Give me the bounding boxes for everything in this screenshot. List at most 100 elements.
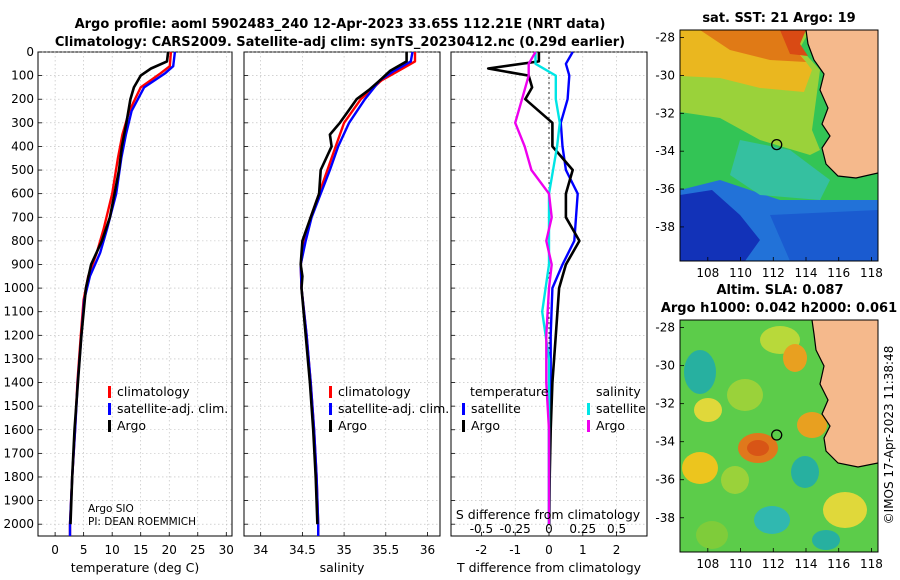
legend-climatology-swatch [329,386,332,398]
legend-argo-label: Argo [338,418,367,433]
sla-argo-location-marker [771,429,783,441]
lon-tick-label: 116 [827,557,850,571]
lat-tick-label: -34 [655,435,675,449]
depth-tick-labels: 0 100 200 300 400 500 600 700 800 900 1000 1100 1200… [3,45,34,531]
s-difference-xlabel: S difference from climatology [456,507,641,522]
lon-tick-label: 114 [795,266,818,280]
t-difference-xlabel: T difference from climatology [456,560,642,575]
lat-tick-label: -38 [655,220,675,234]
x-tick-label: 25 [190,543,205,557]
legend-s-argo-label: Argo [596,418,625,433]
lon-tick-label: 108 [696,557,719,571]
depth-tick-label: 1800 [3,470,34,484]
temperature-grid [38,51,232,536]
salinity-xticks: 34 34.5 35 35.5 36 [253,532,435,557]
series-argo [69,51,170,525]
legend-salinity-title: salinity [596,384,641,399]
legend-t-satellite-label: satellite [471,401,521,416]
legend-argo-label: Argo [117,418,146,433]
sst-map-field [680,30,878,261]
legend-t-argo-label: Argo [471,418,500,433]
legend-s-satellite-swatch [587,403,590,415]
lon-tick-label: 118 [860,266,883,280]
x-tick-label: 30 [219,543,234,557]
x-tick-label: 35 [336,543,351,557]
x-tick-label: 5 [80,543,88,557]
sst-map-panel: sat. SST: 21 Argo: 19 108 110 112 114 116 118… [655,11,883,280]
legend-satellite-label: satellite-adj. clim. [117,401,228,416]
figure-title-line2: Climatology: CARS2009. Satellite-adj cli… [55,35,625,50]
attribution-source: Argo SIO [88,503,134,515]
s-diff-tick-label: 0.25 [569,522,596,536]
salinity-difference-ticks: -0.5 -0.25 0 0.25 0.5 [470,522,626,536]
temperature-legend: climatology satellite-adj. clim. Argo [108,384,228,433]
figure-title-line1: Argo profile: aoml 5902483_240 12-Apr-20… [75,17,606,32]
legend-satellite-swatch [108,403,111,415]
difference-legend: temperature satellite Argo salinity sate… [462,384,646,433]
legend-temperature-title: temperature [470,384,549,399]
sla-lat-ticks: -28 -30 -32 -34 -36 -38 [655,321,684,525]
temperature-xlabel: temperature (deg C) [71,560,200,575]
depth-tick-label: 1300 [3,352,34,366]
x-tick-label: 2 [613,543,621,557]
lon-tick-label: 108 [696,266,719,280]
depth-tick-label: 900 [11,257,34,271]
legend-argo-swatch [329,420,332,432]
x-tick-label: 20 [162,543,177,557]
depth-tick-label: 500 [11,163,34,177]
lat-tick-label: -32 [655,106,675,120]
lat-tick-label: -34 [655,144,675,158]
sst-lon-ticks: 108 110 112 114 116 118 [696,257,883,280]
lon-tick-label: 112 [762,266,785,280]
sst-land [806,30,878,178]
depth-tick-label: 400 [11,139,34,153]
lat-tick-label: -30 [655,68,675,82]
difference-curves [486,51,581,525]
sla-map-frame [679,319,879,553]
depth-tick-label: 1100 [3,305,34,319]
legend-satellite-label: satellite-adj. clim. [338,401,449,416]
timestamp: ©IMOS 17-Apr-2023 11:38:48 [882,346,896,525]
lon-tick-label: 110 [729,266,752,280]
attribution-pi: PI: DEAN ROEMMICH [88,516,196,528]
salinity-legend: climatology satellite-adj. clim. Argo [329,384,449,433]
x-tick-label: 34.5 [289,543,316,557]
sst-argo-location-marker [771,138,783,151]
depth-tick-label: 700 [11,210,34,224]
legend-s-argo-swatch [587,420,590,432]
depth-tick-label: 0 [26,45,34,59]
depth-tick-label: 1400 [3,376,34,390]
difference-xticks: -2 -1 0 1 2 [475,532,620,557]
s-diff-tick-label: 0 [545,522,553,536]
salinity-curves [299,51,417,536]
depth-tick-label: 2000 [3,517,34,531]
legend-s-satellite-label: satellite [596,401,646,416]
difference-grid [451,51,647,536]
sst-coastline [805,30,878,179]
salinity-xlabel: salinity [320,560,365,575]
depth-tick-label: 1900 [3,494,34,508]
s-diff-tick-label: -0.5 [470,522,493,536]
legend-t-satellite-swatch [462,403,465,415]
sla-coastline [811,320,878,468]
temperature-panel: 0 5 10 15 20 25 30 0 100 200 300 400 500 600 700 800 90… [3,45,233,575]
s-diff-tick-label: -0.25 [500,522,531,536]
depth-tick-label: 100 [11,69,34,83]
lat-tick-label: -38 [655,511,675,525]
lon-tick-label: 114 [795,557,818,571]
depth-tick-label: 600 [11,187,34,201]
lat-tick-label: -30 [655,359,675,373]
salinity-panel: 34 34.5 35 35.5 36 salinity climatology sate… [243,51,449,575]
x-tick-label: 34 [253,543,268,557]
lat-tick-label: -28 [655,321,675,335]
x-tick-label: 0 [545,543,553,557]
depth-tick-label: 1700 [3,446,34,460]
s-diff-tick-label: 0.5 [607,522,626,536]
x-tick-label: -2 [475,543,487,557]
series-s-argo [514,51,553,525]
temperature-axes [37,51,233,537]
depth-tick-label: 800 [11,234,34,248]
difference-panel: -2 -1 0 1 2 -0.5 -0.25 0 0.25 0.5 S difference f… [450,51,648,575]
sla-map-title-line2: Argo h1000: 0.042 h2000: 0.061 [661,301,897,316]
